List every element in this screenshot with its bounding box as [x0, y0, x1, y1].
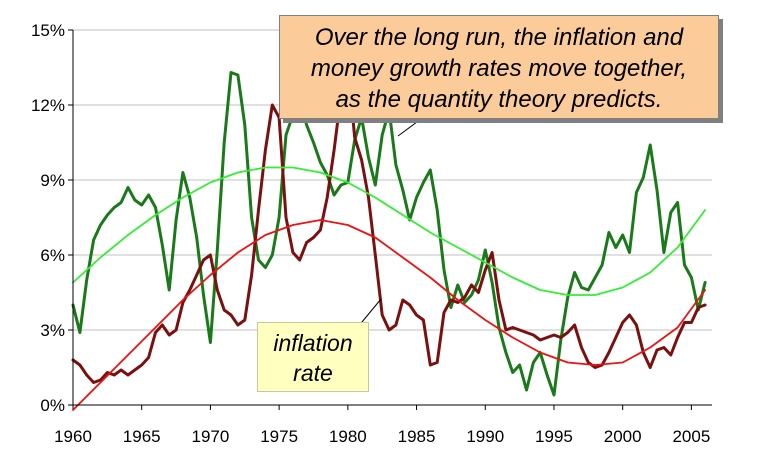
y-tick-label: 15% — [31, 21, 65, 40]
x-tick-label: 1995 — [535, 427, 573, 446]
callout-pointer-main — [397, 118, 422, 137]
x-axis-ticks: 1960 1965 1970 1975 1980 1985 1990 1995 2000 2005 — [54, 405, 710, 446]
x-tick-label: 1965 — [123, 427, 161, 446]
x-tick-label: 1970 — [192, 427, 230, 446]
money-growth-trend-line — [72, 166, 706, 296]
x-tick-label: 1980 — [329, 427, 367, 446]
x-tick-label: 1990 — [466, 427, 504, 446]
x-tick-label: 1975 — [260, 427, 298, 446]
y-tick-label: 6% — [40, 246, 65, 265]
inflation-label-line: inflation — [273, 330, 353, 356]
inflation-label-line: rate — [293, 360, 333, 386]
callout-line: money growth rates move together, — [310, 55, 688, 82]
callout-line: as the quantity theory predicts. — [335, 86, 663, 113]
y-tick-label: 9% — [40, 171, 65, 190]
x-tick-label: 2005 — [672, 427, 710, 446]
y-tick-label: 12% — [31, 96, 65, 115]
x-tick-label: 1985 — [398, 427, 436, 446]
inflation-trend-line — [72, 219, 706, 411]
inflation-rate-label: inflation rate — [257, 322, 369, 392]
callout-line: Over the long run, the inflation and — [314, 24, 684, 51]
y-tick-label: 3% — [40, 321, 65, 340]
inflation-line — [71, 63, 707, 384]
x-tick-label: 2000 — [604, 427, 642, 446]
y-tick-label: 0% — [40, 396, 65, 415]
x-tick-label: 1960 — [54, 427, 92, 446]
y-axis-ticks: 0% 3% 6% 9% 12% 15% — [31, 21, 73, 415]
quantity-theory-callout: Over the long run, the inflation and mon… — [279, 15, 719, 119]
